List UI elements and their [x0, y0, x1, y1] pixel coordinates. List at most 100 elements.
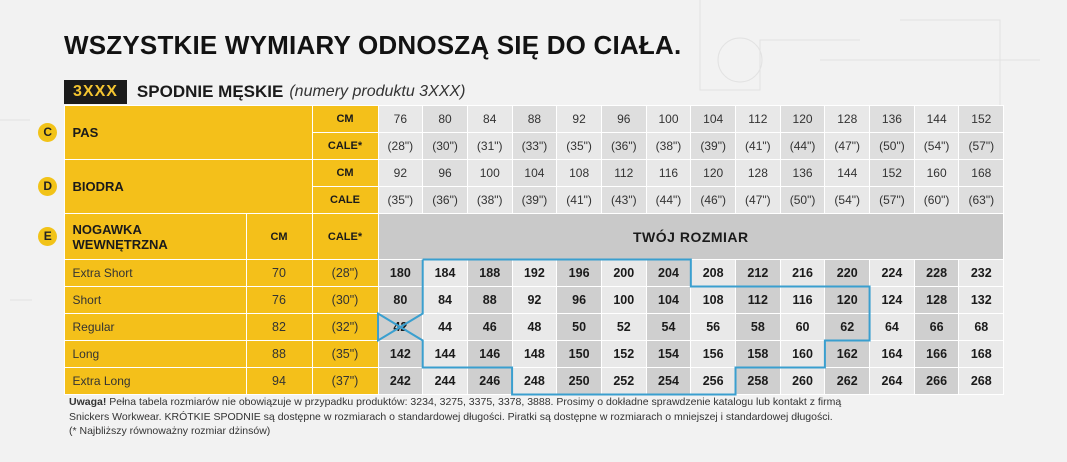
pas-cm-value: 120: [779, 105, 826, 133]
biodra-cm-value: 92: [377, 159, 424, 187]
biodra-cale-value: (46"): [690, 186, 737, 214]
biodra-cale-value: (44"): [645, 186, 692, 214]
size-cell: 104: [645, 286, 692, 314]
leg-length-name: Regular: [63, 313, 247, 341]
size-cell: 108: [690, 286, 737, 314]
your-size-header: TWÓJ ROZMIAR: [377, 213, 1005, 260]
size-cell: 260: [779, 367, 826, 395]
size-cell: 204: [645, 259, 692, 287]
biodra-cm-value: 136: [779, 159, 826, 187]
biodra-cale-value: (35"): [377, 186, 424, 214]
footnote-line2: Snickers Workwear. KRÓTKIE SPODNIE są do…: [69, 410, 833, 423]
size-cell: 100: [600, 286, 647, 314]
pas-cale-value: (35"): [556, 132, 602, 160]
leg-row: Extra Short 70 (28") 180 184 188 192 196 200 204 2…: [32, 259, 1005, 287]
size-cell: 56: [690, 313, 737, 341]
pas-cale-value: (38"): [645, 132, 692, 160]
biodra-cale-value: (39"): [511, 186, 558, 214]
size-cell: 64: [869, 313, 915, 341]
pas-cale-value: (44"): [779, 132, 826, 160]
pas-unit-cale: CALE*: [311, 132, 379, 160]
pas-cale-value: (39"): [690, 132, 737, 160]
pas-cale-value: (31"): [466, 132, 513, 160]
size-cell: 60: [779, 313, 826, 341]
size-cell: 54: [645, 313, 692, 341]
leg-row: Extra Long 94 (37") 242 244 246 248 250 252 254 25…: [32, 367, 1005, 395]
biodra-cale-value: (60"): [913, 186, 960, 214]
size-cell: 196: [556, 259, 602, 287]
size-cell: 128: [913, 286, 960, 314]
size-cell: 212: [735, 259, 781, 287]
size-table: C PAS CM 76 80 84 88 92 96 100 104 112 120 128 136 144 1…: [32, 105, 1005, 395]
size-cell: 112: [735, 286, 781, 314]
biodra-cale-value: (36"): [422, 186, 468, 214]
biodra-cm-row: D BIODRA CM 92 96 100 104 108 112 116 120 128 136 144…: [32, 159, 1005, 214]
pas-cm-value: 80: [422, 105, 468, 133]
size-cell: 246: [466, 367, 513, 395]
leg-length-cale: (30"): [311, 286, 379, 314]
leg-length-cm: 70: [245, 259, 313, 287]
size-cell: 50: [556, 313, 602, 341]
pas-cale-value: (54"): [913, 132, 960, 160]
size-cell: 166: [913, 340, 960, 368]
section-letter-badge: C: [38, 123, 58, 142]
empty-letter-cell: [32, 367, 64, 395]
section-letter-badge: E: [38, 227, 58, 246]
nogawka-col-cale: CALE*: [311, 213, 379, 260]
section-letter-cell: D: [32, 159, 64, 214]
pas-cale-value: (28"): [377, 132, 424, 160]
leg-length-name: Extra Long: [63, 367, 247, 395]
biodra-cm-value: 120: [690, 159, 737, 187]
pas-cm-value: 104: [690, 105, 737, 133]
pas-cale-value: (57"): [958, 132, 1005, 160]
pas-cm-value: 136: [869, 105, 915, 133]
biodra-unit-cale: CALE: [311, 186, 379, 214]
size-cell: 244: [422, 367, 468, 395]
leg-length-cm: 82: [245, 313, 313, 341]
biodra-cm-value: 128: [735, 159, 781, 187]
pas-cm-value: 76: [377, 105, 424, 133]
pas-cm-row: C PAS CM 76 80 84 88 92 96 100 104 112 120 128 136 144 1…: [32, 105, 1005, 160]
size-cell: 44: [422, 313, 468, 341]
nogawka-label: NOGAWKA WEWNĘTRZNA: [63, 213, 247, 260]
biodra-cm-value: 116: [645, 159, 692, 187]
size-cell: 152: [600, 340, 647, 368]
empty-letter-cell: [32, 286, 64, 314]
leg-length-cm: 76: [245, 286, 313, 314]
pas-cale-value: (36"): [600, 132, 647, 160]
pas-cm-value: 144: [913, 105, 960, 133]
pas-cm-value: 152: [958, 105, 1005, 133]
pas-cale-row: CALE* (28") (30") (31") (33") (35") (36") (38")…: [32, 132, 1005, 160]
product-note: (numery produktu 3XXX): [289, 83, 466, 100]
size-cell: 242: [377, 367, 424, 395]
size-cell: 256: [690, 367, 737, 395]
biodra-cm-value: 144: [824, 159, 871, 187]
empty-letter-cell: [32, 313, 64, 341]
leg-row: Long 88 (35") 142 144 146 148 150 152 154 156 158 16…: [32, 340, 1005, 368]
biodra-cale-value: (47"): [735, 186, 781, 214]
size-cell: 164: [869, 340, 915, 368]
size-cell: 216: [779, 259, 826, 287]
size-cell: 42: [377, 313, 424, 341]
size-cell: 192: [511, 259, 558, 287]
size-cell: 162: [824, 340, 871, 368]
nogawka-header-row: E NOGAWKA WEWNĘTRZNA CM CALE* TWÓJ ROZMIAR: [32, 213, 1005, 260]
pas-cm-value: 100: [645, 105, 692, 133]
product-subtitle: 3XXX SPODNIE MĘSKIE (numery produktu 3XX…: [64, 80, 465, 104]
biodra-cale-value: (63"): [958, 186, 1005, 214]
biodra-label: BIODRA: [63, 159, 313, 214]
leg-length-name: Extra Short: [63, 259, 247, 287]
size-cell: 250: [556, 367, 602, 395]
biodra-cm-value: 96: [422, 159, 468, 187]
biodra-cm-value: 112: [600, 159, 647, 187]
biodra-cale-value: (50"): [779, 186, 826, 214]
pas-cm-value: 96: [600, 105, 647, 133]
size-cell: 120: [824, 286, 871, 314]
size-cell: 124: [869, 286, 915, 314]
size-cell: 268: [958, 367, 1005, 395]
pas-cm-value: 84: [466, 105, 513, 133]
footnote-bold: Uwaga!: [69, 396, 107, 408]
pas-cm-value: 112: [735, 105, 781, 133]
footnote: Uwaga! Pełna tabela rozmiarów nie obowią…: [69, 395, 1019, 439]
size-cell: 92: [511, 286, 558, 314]
